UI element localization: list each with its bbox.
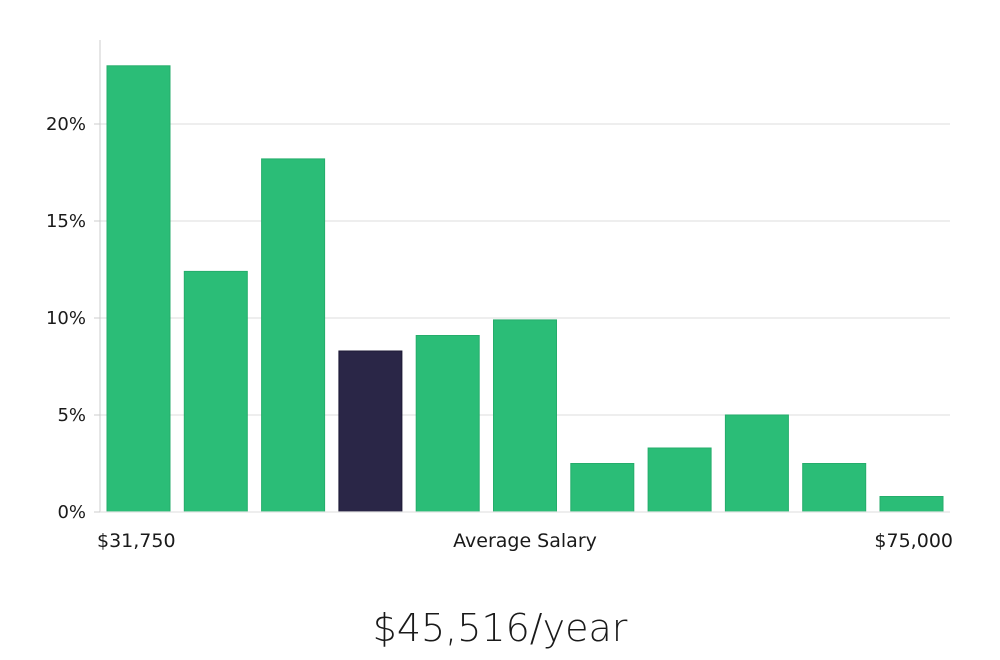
bar-3[interactable] bbox=[261, 158, 326, 513]
y-tick-label-5: 5% bbox=[57, 405, 86, 426]
bar-10[interactable] bbox=[802, 463, 867, 513]
bar-11[interactable] bbox=[879, 496, 944, 513]
bar-1[interactable] bbox=[106, 65, 171, 513]
y-tick-label-0: 0% bbox=[57, 502, 86, 523]
x-max-label: $75,000 bbox=[874, 530, 953, 552]
x-min-label: $31,750 bbox=[97, 530, 176, 552]
axis-labels: $31,750 Average Salary $75,000 bbox=[97, 530, 953, 552]
y-tick-label-10: 10% bbox=[46, 308, 86, 329]
x-axis-title: Average Salary bbox=[453, 530, 597, 552]
y-tick-label-15: 15% bbox=[46, 211, 86, 232]
average-salary-value: $45,516/year bbox=[372, 606, 628, 650]
bar-8[interactable] bbox=[647, 447, 712, 513]
bar-7[interactable] bbox=[570, 463, 635, 513]
bar-5[interactable] bbox=[415, 335, 480, 513]
bar-highlighted-4[interactable] bbox=[338, 350, 403, 513]
y-tick-label-20: 20% bbox=[46, 114, 86, 135]
bars bbox=[106, 65, 944, 513]
axes: 0% 5% 10% 15% 20% bbox=[46, 40, 950, 523]
bar-9[interactable] bbox=[724, 414, 789, 513]
salary-histogram-chart: 0% 5% 10% 15% 20% $31,750 Average Salary $75… bbox=[46, 40, 953, 552]
bar-6[interactable] bbox=[493, 319, 557, 513]
bar-2[interactable] bbox=[183, 270, 248, 513]
